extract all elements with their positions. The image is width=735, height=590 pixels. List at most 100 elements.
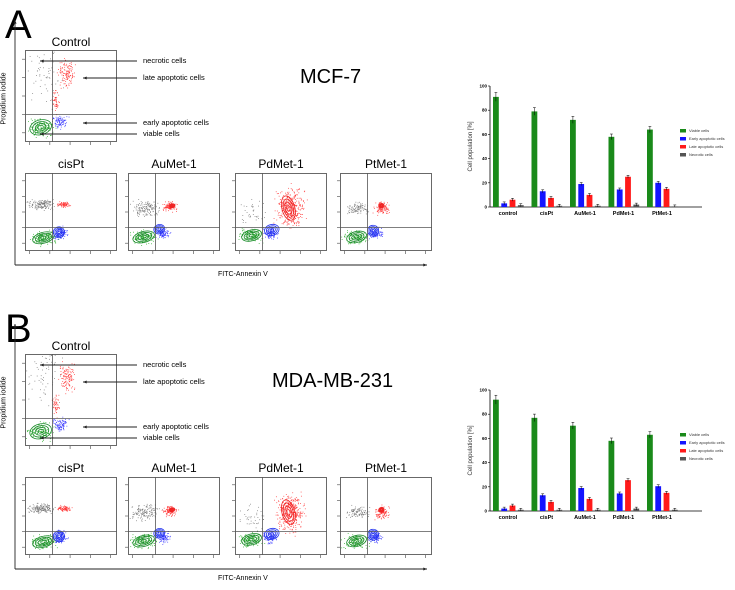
category-label: PdMet-1 bbox=[613, 515, 634, 521]
bar bbox=[501, 203, 508, 207]
category-label: control bbox=[499, 211, 518, 217]
viable-contour bbox=[353, 539, 360, 543]
legend-swatch bbox=[680, 441, 686, 445]
viable-contour bbox=[248, 233, 255, 238]
viable-contour bbox=[346, 230, 367, 244]
plot-frame bbox=[128, 477, 220, 555]
legend-swatch bbox=[680, 137, 686, 141]
late-apoptotic-contour bbox=[379, 204, 384, 208]
legend-label: Viable cells bbox=[689, 432, 709, 437]
arrowhead-icon bbox=[83, 425, 87, 429]
viable-contour bbox=[248, 537, 255, 542]
annotation-arrow bbox=[83, 121, 137, 125]
legend-swatch bbox=[680, 145, 686, 149]
viable-contour bbox=[243, 230, 260, 241]
late-apoptotic-contour bbox=[282, 502, 295, 522]
annotation-arrow bbox=[83, 425, 137, 429]
bar bbox=[663, 492, 670, 511]
annotation-arrow bbox=[40, 436, 137, 440]
panel-letter: B bbox=[5, 307, 32, 351]
control-title: Control bbox=[51, 339, 91, 353]
treatment-title: cisPt bbox=[57, 461, 84, 475]
category-label: PtMet-1 bbox=[652, 211, 672, 217]
viable-contour bbox=[32, 535, 55, 549]
viable-contour bbox=[137, 233, 150, 241]
bar bbox=[531, 111, 538, 207]
category-label: control bbox=[499, 515, 518, 521]
early-apoptotic-contour bbox=[157, 531, 162, 535]
early-apoptotic-contour bbox=[368, 530, 378, 540]
viable-contour bbox=[34, 232, 52, 243]
late-apoptotic-contour bbox=[170, 508, 174, 512]
plot-frame bbox=[25, 50, 117, 142]
bar bbox=[625, 176, 631, 207]
viable-contour bbox=[37, 538, 50, 546]
annotation-label: necrotic cells bbox=[143, 360, 187, 369]
arrowhead-icon bbox=[83, 76, 87, 80]
early-apoptotic-contour bbox=[55, 533, 63, 540]
legend-label: Necrotic cells bbox=[689, 456, 713, 461]
panel-letter: A bbox=[5, 3, 32, 47]
early-apoptotic-contour bbox=[57, 230, 61, 235]
early-apoptotic-contour bbox=[54, 227, 64, 237]
annotation-label: early apoptotic cells bbox=[143, 422, 209, 431]
early-apoptotic-contour bbox=[265, 225, 278, 235]
category-label: AuMet-1 bbox=[574, 515, 596, 521]
early-apoptotic-contour bbox=[157, 227, 162, 231]
bar bbox=[493, 399, 499, 511]
late-apoptotic-contour bbox=[378, 203, 384, 208]
plot-frame bbox=[25, 477, 117, 555]
bar bbox=[586, 194, 593, 207]
y-tick-label: 80 bbox=[482, 108, 488, 113]
late-apoptotic-contour bbox=[169, 507, 176, 513]
viable-contour bbox=[346, 534, 367, 548]
late-apoptotic-contour bbox=[169, 507, 175, 512]
treatment-flow-plot bbox=[232, 477, 327, 558]
legend-label: Late apoptotic cells bbox=[689, 144, 723, 149]
y-tick-label: 40 bbox=[482, 460, 488, 465]
early-apoptotic-contour bbox=[264, 527, 280, 540]
bar bbox=[493, 96, 499, 207]
treatment-title: PdMet-1 bbox=[258, 157, 304, 171]
viable-contour bbox=[37, 124, 44, 130]
y-axis-label: Propidium iodide bbox=[0, 72, 8, 125]
viable-contour bbox=[132, 534, 155, 548]
treatment-title: PtMet-1 bbox=[364, 461, 407, 475]
bar-chart: 0 20 40 60 80 100 Cell population [%] control ci… bbox=[468, 388, 725, 522]
treatment-title: AuMet-1 bbox=[151, 157, 197, 171]
viable-contour bbox=[351, 233, 362, 241]
late-apoptotic-contour bbox=[378, 506, 385, 513]
late-apoptotic-contour bbox=[284, 505, 293, 519]
early-apoptotic-contour bbox=[156, 530, 163, 536]
early-apoptotic-contour bbox=[368, 226, 378, 236]
bar bbox=[647, 434, 653, 511]
y-tick-label: 60 bbox=[482, 436, 488, 441]
plot-frame bbox=[340, 477, 432, 555]
legend-swatch bbox=[680, 153, 686, 157]
arrowhead-icon bbox=[40, 59, 44, 63]
viable-contour bbox=[348, 232, 365, 242]
late-apoptotic-contour bbox=[286, 204, 291, 212]
late-apoptotic-contour bbox=[280, 499, 296, 525]
y-tick-label: 20 bbox=[482, 180, 488, 185]
bar bbox=[539, 191, 546, 207]
late-apoptotic-contour bbox=[286, 508, 291, 516]
early-apoptotic-contour bbox=[371, 532, 375, 537]
viable-contour bbox=[34, 123, 47, 132]
y-tick-label: 60 bbox=[482, 132, 488, 137]
bar bbox=[608, 136, 615, 207]
category-label: AuMet-1 bbox=[574, 211, 596, 217]
y-tick-label: 80 bbox=[482, 412, 488, 417]
bar bbox=[616, 189, 623, 207]
early-apoptotic-contour bbox=[264, 223, 280, 236]
legend-swatch bbox=[680, 129, 686, 133]
early-apoptotic-contour bbox=[54, 531, 64, 541]
early-apoptotic-contour bbox=[156, 226, 163, 232]
legend-label: Late apoptotic cells bbox=[689, 448, 723, 453]
x-axis-arrow bbox=[15, 263, 427, 267]
treatment-flow-plot bbox=[125, 173, 220, 254]
viable-contour bbox=[135, 536, 153, 546]
late-apoptotic-contour bbox=[169, 203, 176, 209]
viable-contour bbox=[135, 232, 153, 242]
annotation-label: late apoptotic cells bbox=[143, 377, 205, 386]
